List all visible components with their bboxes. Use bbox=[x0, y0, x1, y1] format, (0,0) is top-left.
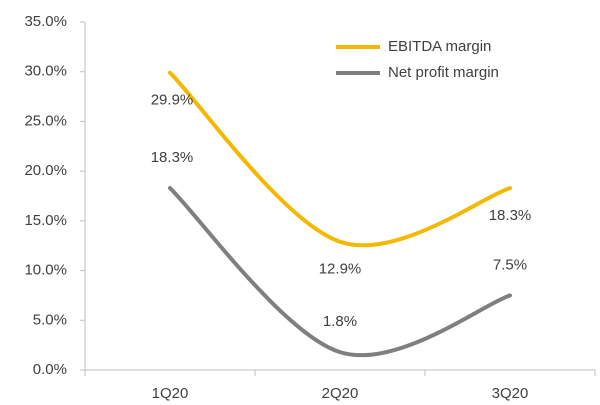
y-tick-label: 0.0% bbox=[33, 361, 67, 378]
legend-label: Net profit margin bbox=[388, 64, 499, 81]
y-tick-label: 20.0% bbox=[24, 162, 67, 179]
legend-label: EBITDA margin bbox=[388, 38, 491, 55]
data-label: 7.5% bbox=[493, 256, 527, 273]
y-tick-label: 25.0% bbox=[24, 112, 67, 129]
data-label: 1.8% bbox=[323, 313, 357, 330]
y-tick-label: 35.0% bbox=[24, 13, 67, 30]
series-line bbox=[168, 70, 512, 248]
y-tick-label: 10.0% bbox=[24, 262, 67, 279]
data-label: 18.3% bbox=[151, 149, 194, 166]
x-tick-label: 1Q20 bbox=[152, 385, 189, 402]
y-tick-label: 30.0% bbox=[24, 63, 67, 80]
data-label: 12.9% bbox=[319, 261, 362, 278]
data-label: 29.9% bbox=[151, 92, 194, 109]
y-tick-label: 15.0% bbox=[24, 212, 67, 229]
x-tick-label: 3Q20 bbox=[492, 385, 529, 402]
x-tick-label: 2Q20 bbox=[322, 385, 359, 402]
series-line bbox=[168, 186, 512, 358]
data-label: 18.3% bbox=[489, 207, 532, 224]
y-tick-label: 5.0% bbox=[33, 311, 67, 328]
